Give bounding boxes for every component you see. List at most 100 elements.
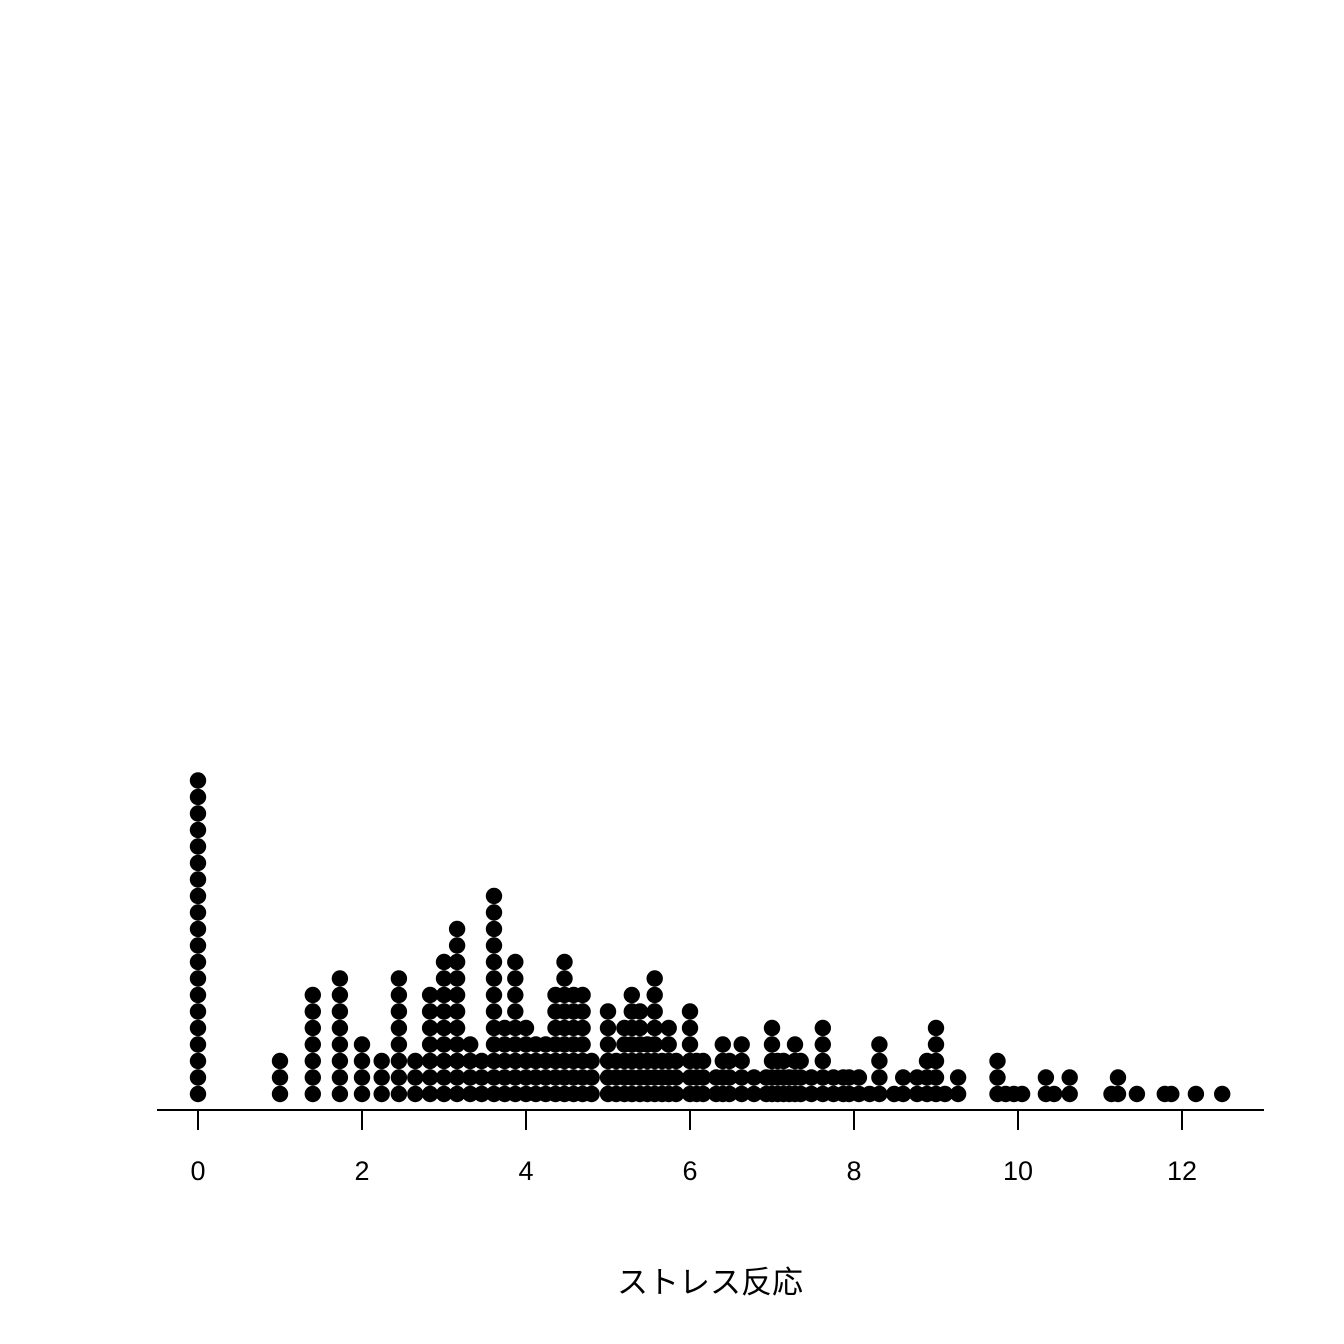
dot-point xyxy=(421,1003,439,1020)
dot-point xyxy=(733,1085,750,1103)
dot-point xyxy=(435,1085,453,1103)
dot-point xyxy=(814,1052,831,1070)
dot-point xyxy=(667,1052,685,1070)
dot-point xyxy=(1037,1069,1055,1086)
dot-point xyxy=(189,1003,207,1020)
dot-point xyxy=(485,970,503,987)
dot-point xyxy=(407,1052,424,1070)
dot-point xyxy=(473,1052,490,1070)
x-tick-label: 10 xyxy=(1003,1156,1033,1186)
dot-point xyxy=(646,1019,663,1037)
dot-point xyxy=(189,1052,207,1070)
dot-point xyxy=(435,1069,453,1086)
dot-point xyxy=(786,1036,804,1053)
dot-point xyxy=(390,1036,408,1053)
dot-point xyxy=(373,1085,390,1103)
dot-point xyxy=(448,1069,466,1086)
dot-point xyxy=(814,1036,831,1053)
dot-point xyxy=(189,953,207,971)
dot-point xyxy=(1045,1085,1063,1103)
dot-point xyxy=(517,1019,535,1037)
x-tick-label: 6 xyxy=(682,1156,697,1186)
dot-point xyxy=(435,1052,453,1070)
dot-point xyxy=(507,1003,524,1020)
dot-point xyxy=(1187,1085,1205,1103)
dot-point xyxy=(721,1085,738,1103)
dot-point xyxy=(331,1036,349,1053)
dot-point xyxy=(448,953,466,971)
dot-point xyxy=(448,970,466,987)
dot-point xyxy=(331,1085,349,1103)
dot-point xyxy=(1214,1085,1231,1103)
dot-point xyxy=(763,1036,781,1053)
dot-point xyxy=(694,1052,712,1070)
dot-point xyxy=(448,1085,466,1103)
dot-point xyxy=(660,1019,677,1037)
dot-point xyxy=(631,1003,649,1020)
dot-point xyxy=(949,1085,967,1103)
dot-point xyxy=(331,1019,349,1037)
dot-point xyxy=(763,1019,781,1037)
dot-point xyxy=(507,986,524,1004)
dot-point xyxy=(435,1019,453,1037)
dot-point xyxy=(485,887,503,905)
dot-point xyxy=(304,1003,321,1020)
dot-point xyxy=(353,1085,371,1103)
dot-point xyxy=(599,1019,617,1037)
dot-point xyxy=(667,1069,685,1086)
dot-point xyxy=(462,1052,479,1070)
dot-point xyxy=(189,871,207,888)
dot-point xyxy=(792,1052,809,1070)
dot-point xyxy=(473,1085,490,1103)
dot-point xyxy=(574,986,591,1004)
dot-point xyxy=(462,1085,479,1103)
dot-point xyxy=(850,1069,868,1086)
dot-point xyxy=(448,1052,466,1070)
dot-point xyxy=(331,970,349,987)
dot-point xyxy=(331,986,349,1004)
dot-point xyxy=(435,1003,453,1020)
dot-point xyxy=(583,1069,600,1086)
dot-point xyxy=(390,1019,408,1037)
dot-point xyxy=(189,920,207,938)
dot-point xyxy=(733,1069,750,1086)
dot-point xyxy=(435,953,453,971)
dot-point xyxy=(331,1069,349,1086)
dot-point xyxy=(667,1085,685,1103)
dot-point xyxy=(1109,1069,1127,1086)
dot-point xyxy=(936,1085,954,1103)
dot-point xyxy=(1061,1069,1078,1086)
dot-point xyxy=(646,970,663,987)
dot-point xyxy=(733,1052,750,1070)
dot-point xyxy=(927,1052,945,1070)
dot-point xyxy=(714,1036,731,1053)
dot-point xyxy=(681,1003,699,1020)
x-tick-label: 12 xyxy=(1167,1156,1197,1186)
dot-point xyxy=(1013,1085,1031,1103)
dot-point xyxy=(189,887,207,905)
dot-point xyxy=(390,986,408,1004)
dot-point xyxy=(733,1036,750,1053)
dot-point xyxy=(871,1036,888,1053)
dot-point xyxy=(803,1085,820,1103)
dot-point xyxy=(271,1052,289,1070)
dot-point xyxy=(448,1003,466,1020)
dot-point xyxy=(681,1036,699,1053)
dot-point xyxy=(989,1069,1006,1086)
dot-point xyxy=(189,805,207,822)
x-tick-label: 2 xyxy=(354,1156,369,1186)
dot-point xyxy=(556,953,573,971)
dot-point xyxy=(331,1003,349,1020)
dot-point xyxy=(189,854,207,872)
dot-point xyxy=(485,937,503,954)
dot-point xyxy=(599,1003,617,1020)
dot-point xyxy=(745,1085,763,1103)
dot-point xyxy=(448,937,466,954)
dot-point xyxy=(271,1069,289,1086)
dot-point xyxy=(390,1085,408,1103)
dot-point xyxy=(435,970,453,987)
dot-point xyxy=(927,1069,945,1086)
dot-point xyxy=(721,1052,738,1070)
dot-point xyxy=(189,937,207,954)
